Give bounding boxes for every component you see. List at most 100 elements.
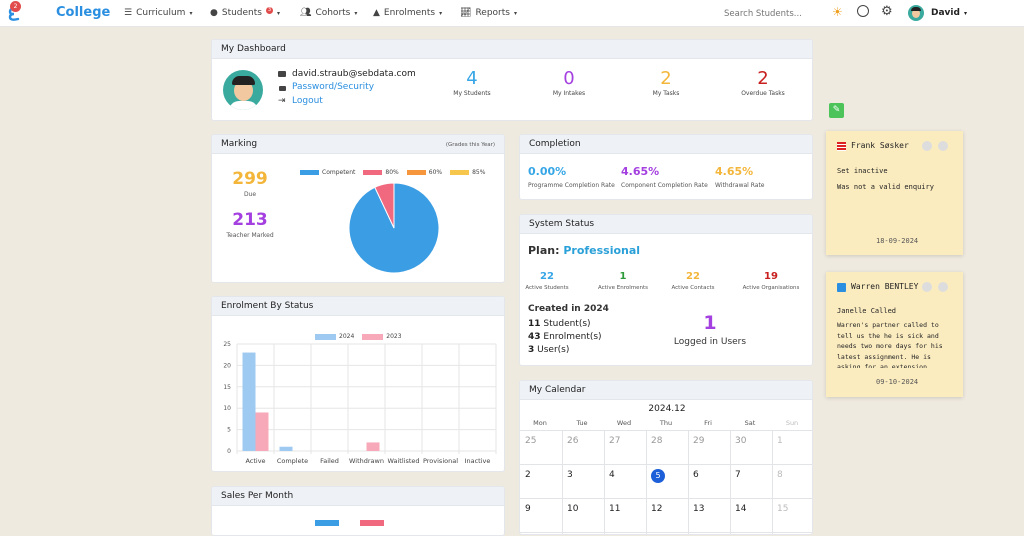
legend-80: 80% — [363, 169, 399, 176]
nav-enrolments[interactable]: ▲ Enrolments ▾ — [373, 8, 442, 18]
bar-2024-Active[interactable] — [242, 352, 256, 451]
logout-icon: ⇥ — [278, 96, 286, 106]
view-icon[interactable] — [922, 141, 932, 151]
weekday-label: Thu — [659, 419, 673, 427]
search-input[interactable] — [724, 6, 820, 21]
nav-reports[interactable]: 📈︎ Reports ▾ — [460, 8, 517, 18]
sticky-note[interactable]: Warren BENTLEY Janelle Called Warren's p… — [826, 272, 963, 397]
calendar-day[interactable]: 7 — [735, 470, 741, 480]
logout-link[interactable]: Logout — [292, 96, 323, 106]
notification-badge[interactable]: 2 — [10, 1, 21, 12]
y-tick-label: 10 — [223, 405, 231, 412]
chevron-down-icon: ▾ — [189, 9, 193, 17]
card-title: System Status — [520, 215, 812, 234]
calendar-day[interactable]: 29 — [693, 436, 705, 446]
x-tick-label: Waitlisted — [387, 457, 419, 465]
sticky-note[interactable]: Frank Søsker Set inactive Was not a vali… — [826, 131, 963, 255]
globe-icon[interactable] — [857, 5, 869, 17]
weekday-label: Sun — [785, 419, 799, 427]
calendar-day[interactable]: 6 — [693, 470, 699, 480]
nav-students-label: Students — [221, 8, 262, 18]
calendar-day[interactable]: 8 — [777, 470, 783, 480]
card-title: Marking — [212, 135, 504, 154]
pie-legend: Competent 80% 60% 85% — [300, 169, 485, 176]
user-name: David — [931, 8, 960, 18]
flag-icon — [837, 142, 846, 151]
calendar-day[interactable]: 25 — [525, 436, 537, 446]
sun-icon[interactable]: ☀ — [832, 5, 843, 19]
stat-label: Overdue Tasks — [741, 90, 785, 97]
card-title: Completion — [520, 135, 812, 154]
note-body: Was not a valid enquiry — [837, 183, 934, 191]
calendar-day[interactable]: 30 — [735, 436, 747, 446]
bar-2024-Complete[interactable] — [279, 446, 293, 451]
card-title: My Calendar — [520, 381, 812, 400]
y-tick-label: 25 — [223, 341, 231, 348]
nav-cohorts-label: Cohorts — [315, 8, 351, 18]
note-icon — [837, 283, 846, 292]
x-tick-label: Withdrawn — [349, 457, 384, 465]
sales-per-month-card: Sales Per Month — [211, 486, 505, 536]
calendar-day[interactable]: 13 — [693, 504, 705, 514]
created-title: Created in 2024 — [528, 304, 609, 314]
created-enrolments: 43 Enrolment(s) — [528, 332, 602, 342]
students-badge: 3 — [265, 6, 273, 14]
calendar-day[interactable]: 11 — [609, 504, 621, 514]
edit-note-button[interactable]: ✎ — [829, 103, 844, 118]
calendar-day[interactable]: 5 — [651, 469, 665, 483]
calendar-day[interactable]: 3 — [567, 470, 573, 480]
calendar-day[interactable]: 10 — [567, 504, 579, 514]
calendar-col-line — [688, 430, 689, 534]
weekday-label: Sat — [744, 419, 756, 427]
active-organisations-value: 19 — [764, 271, 778, 282]
calendar-col-line — [562, 430, 563, 534]
avatar — [223, 70, 263, 110]
calendar-day[interactable]: 14 — [735, 504, 747, 514]
check-icon[interactable] — [938, 141, 948, 151]
logged-in-value: 1 — [703, 312, 717, 334]
chevron-down-icon: ▾ — [439, 9, 443, 17]
calendar-day[interactable]: 1 — [777, 436, 783, 446]
calendar-day[interactable]: 27 — [609, 436, 621, 446]
chevron-down-icon: ▾ — [963, 9, 967, 17]
marking-period: (Grades this Year) — [445, 142, 495, 148]
completion-card: Completion 0.00% Programme Completion Ra… — [519, 134, 813, 200]
note-author: Warren BENTLEY — [851, 282, 919, 291]
graduation-cap-icon: ▲ — [373, 8, 380, 18]
note-date: 18-09-2024 — [876, 237, 919, 245]
pie-slice-80%[interactable] — [374, 182, 395, 229]
bar-2023-Withdrawn[interactable] — [366, 442, 380, 451]
due-value: 299 — [232, 169, 268, 189]
calendar-day[interactable]: 9 — [525, 504, 531, 514]
calendar-row-line — [520, 430, 812, 431]
sales-legend-swatch — [315, 520, 339, 526]
calendar-day[interactable]: 26 — [567, 436, 579, 446]
nav-students[interactable]: ● Students 3 ▾ — [210, 6, 280, 18]
brand-name[interactable]: College — [56, 5, 111, 20]
bar-2023-Active[interactable] — [255, 412, 269, 451]
nav-curriculum[interactable]: ☰ Curriculum ▾ — [124, 8, 192, 18]
calendar-month[interactable]: 2024.12 — [648, 404, 686, 414]
calendar-day[interactable]: 12 — [651, 504, 663, 514]
programme-completion-label: Programme Completion Rate — [528, 182, 615, 189]
view-icon[interactable] — [922, 282, 932, 292]
gear-icon[interactable]: ⚙ — [881, 4, 893, 19]
teacher-marked-label: Teacher Marked — [226, 232, 274, 239]
calendar-day[interactable]: 15 — [777, 504, 789, 514]
note-subject: Janelle Called — [837, 307, 897, 315]
user-menu[interactable]: David ▾ — [931, 8, 967, 18]
check-icon[interactable] — [938, 282, 948, 292]
password-link[interactable]: Password/Security — [292, 82, 375, 92]
withdrawal-rate-value: 4.65% — [715, 165, 754, 178]
calendar-day[interactable]: 28 — [651, 436, 663, 446]
logged-in-label: Logged in Users — [673, 337, 747, 347]
nav-cohorts[interactable]: 👥︎ Cohorts ▾ — [300, 8, 357, 18]
calendar-day[interactable]: 2 — [525, 470, 531, 480]
avatar[interactable] — [908, 5, 924, 21]
calendar-row-line — [520, 464, 812, 465]
active-students-label: Active Students — [525, 285, 569, 291]
calendar-col-line — [646, 430, 647, 534]
calendar-day[interactable]: 4 — [609, 470, 615, 480]
weekday-label: Fri — [704, 419, 712, 427]
component-completion-label: Component Completion Rate — [621, 182, 708, 189]
